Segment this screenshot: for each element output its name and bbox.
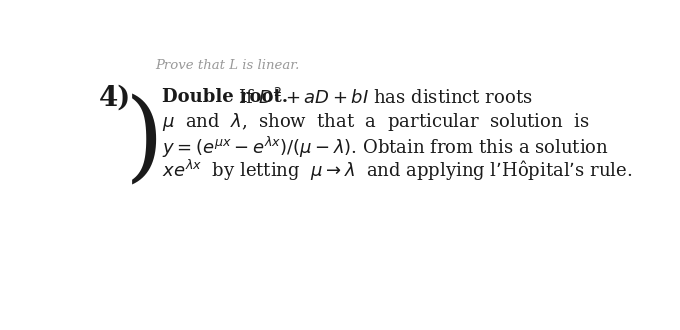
Text: Prove that L is linear.: Prove that L is linear. <box>155 59 299 72</box>
Text: $\mu$  and  $\lambda$,  show  that  a  particular  solution  is: $\mu$ and $\lambda$, show that a particu… <box>163 111 590 133</box>
Text: 4): 4) <box>99 84 131 111</box>
Text: $xe^{\lambda x}$  by letting  $\mu \rightarrow \lambda$  and applying l’Hôpital’: $xe^{\lambda x}$ by letting $\mu \righta… <box>163 157 633 182</box>
Text: If $D^2 + aD + bI$ has distinct roots: If $D^2 + aD + bI$ has distinct roots <box>233 88 532 108</box>
Text: ): ) <box>125 95 165 191</box>
Text: Double root.: Double root. <box>163 88 288 106</box>
Text: $y = (e^{\mu x} - e^{\lambda x})/(\mu - \lambda)$. Obtain from this a solution: $y = (e^{\mu x} - e^{\lambda x})/(\mu - … <box>163 134 609 159</box>
